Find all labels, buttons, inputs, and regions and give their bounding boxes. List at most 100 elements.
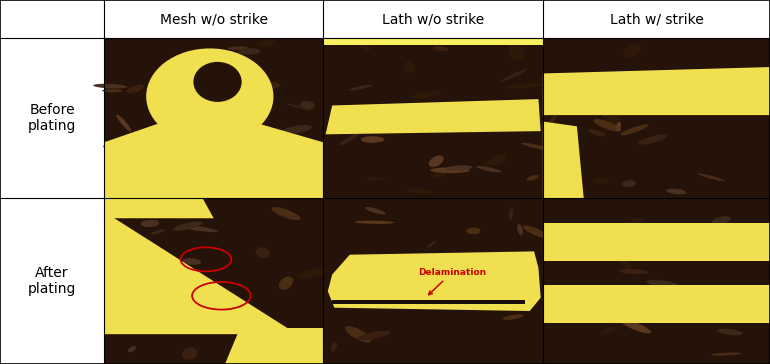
Ellipse shape: [293, 178, 301, 186]
Ellipse shape: [345, 326, 371, 343]
Bar: [0, 38, 104, 198]
Ellipse shape: [594, 119, 621, 131]
Bar: [104, 38, 323, 198]
Ellipse shape: [331, 342, 337, 352]
Text: Delamination: Delamination: [418, 268, 487, 295]
Ellipse shape: [619, 269, 648, 274]
Bar: [323, 38, 543, 45]
Ellipse shape: [446, 165, 473, 171]
Ellipse shape: [477, 166, 501, 173]
Text: Lath w/ strike: Lath w/ strike: [610, 12, 703, 26]
Ellipse shape: [506, 83, 543, 88]
Ellipse shape: [500, 69, 527, 82]
Bar: [323, 0, 543, 38]
Polygon shape: [543, 285, 770, 323]
Ellipse shape: [666, 189, 686, 194]
Ellipse shape: [182, 258, 201, 265]
Ellipse shape: [403, 62, 416, 73]
Bar: [323, 198, 543, 364]
Ellipse shape: [503, 314, 524, 320]
Ellipse shape: [258, 39, 275, 47]
Ellipse shape: [616, 122, 621, 131]
Ellipse shape: [272, 207, 300, 220]
Ellipse shape: [360, 41, 370, 51]
Bar: [543, 0, 770, 38]
Polygon shape: [104, 115, 323, 198]
Ellipse shape: [281, 188, 306, 194]
Bar: [104, 0, 323, 38]
Ellipse shape: [193, 62, 242, 102]
Ellipse shape: [601, 108, 621, 125]
Ellipse shape: [588, 129, 605, 136]
Ellipse shape: [93, 84, 127, 88]
Ellipse shape: [215, 319, 253, 325]
Ellipse shape: [466, 228, 480, 234]
Bar: [332, 300, 525, 304]
Ellipse shape: [102, 89, 122, 92]
Ellipse shape: [638, 134, 668, 145]
Ellipse shape: [356, 331, 390, 341]
Ellipse shape: [355, 221, 394, 224]
Ellipse shape: [433, 46, 448, 51]
Polygon shape: [326, 99, 541, 134]
Ellipse shape: [228, 46, 247, 50]
Bar: [0, 198, 104, 364]
Ellipse shape: [256, 182, 293, 189]
Ellipse shape: [622, 180, 636, 187]
Bar: [104, 198, 323, 364]
Polygon shape: [543, 223, 770, 261]
Ellipse shape: [239, 48, 260, 55]
Ellipse shape: [253, 352, 286, 354]
Ellipse shape: [557, 180, 566, 188]
Ellipse shape: [286, 103, 312, 111]
Ellipse shape: [619, 256, 631, 270]
Ellipse shape: [348, 85, 373, 91]
Polygon shape: [543, 122, 584, 198]
Ellipse shape: [621, 124, 648, 135]
Ellipse shape: [279, 277, 293, 290]
Ellipse shape: [126, 84, 144, 94]
Ellipse shape: [283, 327, 299, 340]
Ellipse shape: [717, 329, 743, 335]
Ellipse shape: [133, 148, 167, 153]
Ellipse shape: [508, 43, 524, 62]
Ellipse shape: [711, 353, 742, 356]
Polygon shape: [104, 211, 297, 334]
Ellipse shape: [182, 348, 197, 360]
Ellipse shape: [364, 177, 387, 181]
Ellipse shape: [150, 280, 166, 288]
Ellipse shape: [432, 171, 447, 178]
Ellipse shape: [412, 91, 441, 99]
Ellipse shape: [128, 346, 136, 352]
Ellipse shape: [146, 48, 273, 145]
Ellipse shape: [282, 125, 312, 134]
Ellipse shape: [118, 203, 126, 218]
Ellipse shape: [116, 115, 131, 131]
Ellipse shape: [523, 226, 550, 239]
Ellipse shape: [340, 132, 361, 145]
Ellipse shape: [407, 189, 432, 194]
Ellipse shape: [521, 143, 553, 151]
Ellipse shape: [427, 241, 436, 248]
Ellipse shape: [180, 225, 218, 232]
Ellipse shape: [103, 146, 113, 152]
Ellipse shape: [509, 207, 514, 220]
Text: Mesh w/o strike: Mesh w/o strike: [159, 12, 268, 26]
Ellipse shape: [429, 155, 444, 167]
Ellipse shape: [246, 313, 260, 328]
Ellipse shape: [198, 294, 218, 303]
Ellipse shape: [126, 271, 157, 277]
Ellipse shape: [646, 280, 680, 288]
Text: Before
plating: Before plating: [28, 103, 76, 133]
Ellipse shape: [487, 154, 507, 166]
Text: Lath w/o strike: Lath w/o strike: [382, 12, 484, 26]
Bar: [323, 38, 543, 198]
Ellipse shape: [527, 175, 539, 181]
Ellipse shape: [361, 136, 384, 143]
Ellipse shape: [365, 207, 386, 214]
Ellipse shape: [151, 229, 165, 234]
Ellipse shape: [172, 221, 203, 231]
Bar: [0, 0, 104, 38]
Ellipse shape: [243, 128, 267, 135]
Polygon shape: [225, 328, 323, 364]
